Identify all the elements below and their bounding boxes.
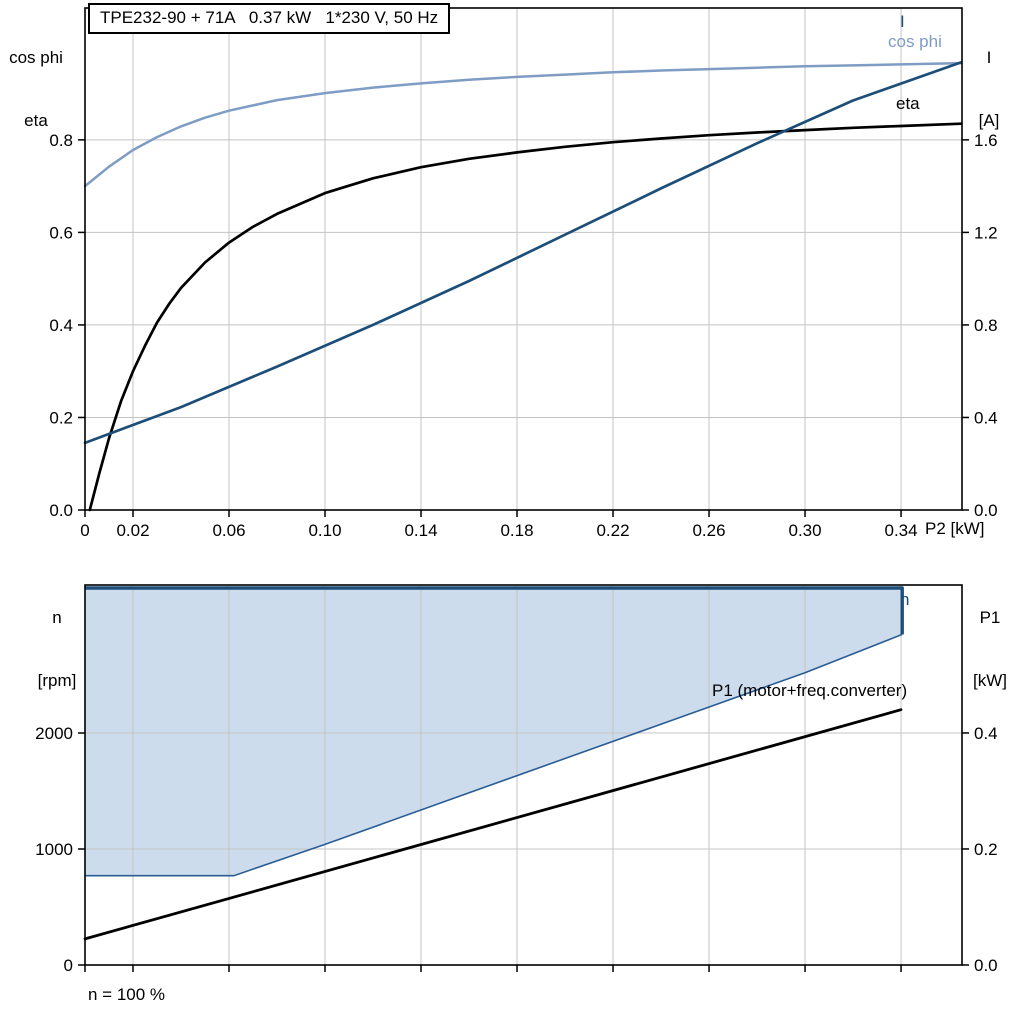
x-tick-label: 0.10 [308,521,341,540]
y-left-tick-label: 0.2 [49,408,73,427]
y-left-tick-label: 0.6 [49,223,73,242]
ticks-top: 0 0.02 0.06 0.10 0.14 0.18 0.22 0.26 0.30 0.34 0.0… [49,131,997,540]
y-right-tick-label: 0.8 [974,316,998,335]
axis-title-p1: P1 [979,608,1001,627]
y-right-tick-label: 1.6 [974,131,998,150]
x-tick-label: 0.30 [788,521,821,540]
curve-label-current: I [900,12,905,31]
y-right-tick-label: 1.2 [974,223,998,242]
x-tick-label: 0.26 [692,521,725,540]
speed-range-lower-line [85,633,903,877]
y-right-tick-label: 0.0 [974,956,998,975]
top-left-axis-title: cos phi eta [4,5,68,173]
curve-label-p1: P1 (motor+freq.converter) [712,681,908,700]
plot-frame-top [84,7,963,511]
chart-bottom: 0 1000 2000 0.0 0.2 0.4 [35,584,998,975]
ticks-bottom: 0 1000 2000 0.0 0.2 0.4 [35,724,997,975]
gridlines-bottom [85,585,962,965]
y-left-tick-label: 0 [64,956,73,975]
chart-title-box: TPE232-90 + 71A 0.37 kW 1*230 V, 50 Hz [88,3,451,34]
x-tick-label: 0.14 [404,521,437,540]
axis-title-speed: n [52,608,62,627]
axis-title-p1-unit: [kW] [973,671,1007,690]
y-right-tick-label: 0.4 [974,724,998,743]
curve-label-cos-phi: cos phi [888,32,942,51]
speed-range-region [85,588,903,876]
y-right-tick-label: 0.4 [974,408,998,427]
y-left-tick-label: 1000 [35,840,73,859]
top-right-axis-title: I [A] [960,5,1018,173]
speed-note: n = 100 % [88,985,166,1004]
x-tick-label: 0.18 [500,521,533,540]
x-tick-label: 0 [80,521,89,540]
x-tick-label: 0.22 [596,521,629,540]
curve-label-speed: n [900,590,910,609]
y-left-tick-label: 0.4 [49,316,73,335]
y-left-tick-label: 0.0 [49,501,73,520]
y-left-tick-label: 2000 [35,724,73,743]
curve-i [83,61,963,445]
bottom-right-axis-title: P1 [kW] [960,565,1020,733]
axis-title-cos-phi: cos phi [9,48,63,67]
curve-label-eta: eta [896,94,920,113]
x-tick-label: 0.02 [116,521,149,540]
x-tick-label: 0.34 [884,521,917,540]
gridlines-top [85,8,962,510]
y-right-tick-label: 0.2 [974,840,998,859]
y-left-tick-label: 0.8 [49,131,73,150]
axis-title-current: I [986,48,992,67]
x-tick-label: 0.06 [212,521,245,540]
x-axis-label: P2 [kW] [925,519,985,538]
y-right-tick-label: 0.0 [974,501,998,520]
bottom-left-axis-title: n [rpm] [24,565,90,733]
curve-p1-motor-freq-converter [83,708,903,941]
chart-top: 0 0.02 0.06 0.10 0.14 0.18 0.22 0.26 0.30 0.34 0.0… [49,7,998,540]
speed-max-line [85,586,904,635]
curve-cos-phi [83,61,963,188]
plot-frame-bottom [84,584,963,966]
axis-title-eta: eta [24,111,48,130]
axis-title-speed-unit: [rpm] [37,671,77,690]
curve-eta [88,122,963,512]
axis-title-current-unit: [A] [978,111,1000,130]
